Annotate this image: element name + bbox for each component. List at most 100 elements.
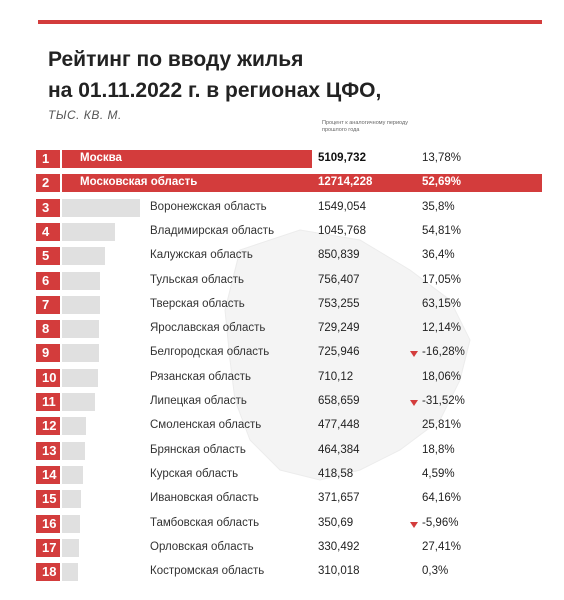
bar xyxy=(62,174,542,193)
rank-badge: 7 xyxy=(36,295,60,314)
rank-badge: 12 xyxy=(36,417,60,436)
bar xyxy=(62,393,96,411)
table-row: 12 Смоленская область 477,448 25,81% xyxy=(0,415,564,439)
rank-badge: 14 xyxy=(36,465,60,484)
data-label-percent: -5,96% xyxy=(422,516,459,529)
rank-badge: 11 xyxy=(36,393,60,411)
percent-column-header: Процент к аналогичному периоду прошлого … xyxy=(322,120,408,133)
data-label-value: 330,492 xyxy=(318,540,360,553)
rank-badge: 16 xyxy=(36,514,60,533)
data-label-percent: 52,69% xyxy=(422,176,462,189)
title-line-2: на 01.11.2022 г. в регионах ЦФО, xyxy=(48,79,382,102)
data-label-percent: -16,28% xyxy=(422,346,465,359)
region-name: Тамбовская область xyxy=(150,516,260,529)
bar xyxy=(62,271,101,290)
table-row: 1 Москва 5109,732 13,78% xyxy=(0,148,564,172)
region-name: Воронежская область xyxy=(150,200,267,213)
rank-badge: 5 xyxy=(36,247,60,266)
chart-subtitle: ТЫС. КВ. М. xyxy=(48,108,122,122)
data-label-percent: -31,52% xyxy=(422,395,465,407)
bar xyxy=(62,222,115,241)
rank-badge: 1 xyxy=(36,150,60,168)
region-name: Тверская область xyxy=(150,297,245,310)
table-row: 14 Курская область 418,58 4,59% xyxy=(0,464,564,488)
region-name: Рязанская область xyxy=(150,370,251,383)
table-row: 2 Московская область 12714,228 52,69% xyxy=(0,172,564,196)
table-row: 15 Ивановская область 371,657 64,16% xyxy=(0,488,564,512)
bar xyxy=(62,344,99,363)
data-label-value: 1549,054 xyxy=(318,200,366,213)
data-label-percent: 27,41% xyxy=(422,540,462,553)
rank-badge: 9 xyxy=(36,344,60,363)
data-label-value: 850,839 xyxy=(318,249,360,262)
table-row: 11 Липецкая область 658,659 -31,52% xyxy=(0,391,564,415)
rank-badge: 3 xyxy=(36,198,60,217)
bar xyxy=(62,295,100,314)
data-label-percent: 4,59% xyxy=(422,467,455,480)
region-name: Костромская область xyxy=(150,565,265,578)
data-label-value: 418,58 xyxy=(318,467,354,480)
rank-badge: 17 xyxy=(36,538,60,557)
data-label-percent: 64,16% xyxy=(422,492,462,505)
table-row: 6 Тульская область 756,407 17,05% xyxy=(0,270,564,294)
data-label-percent: 54,81% xyxy=(422,224,462,237)
rank-badge: 13 xyxy=(36,441,60,460)
data-label-value: 310,018 xyxy=(318,565,360,578)
data-label-value: 658,659 xyxy=(318,395,360,407)
bar xyxy=(62,368,98,387)
data-label-value: 477,448 xyxy=(318,419,360,432)
region-name: Московская область xyxy=(80,176,198,189)
bar xyxy=(62,320,99,339)
data-label-value: 753,255 xyxy=(318,297,360,310)
bar xyxy=(62,198,140,217)
table-row: 3 Воронежская область 1549,054 35,8% xyxy=(0,197,564,221)
table-row: 8 Ярославская область 729,249 12,14% xyxy=(0,318,564,342)
data-label-percent: 18,8% xyxy=(422,443,455,456)
data-label-value: 12714,228 xyxy=(318,176,373,189)
data-label-percent: 17,05% xyxy=(422,273,462,286)
table-row: 7 Тверская область 753,255 63,15% xyxy=(0,294,564,318)
table-row: 4 Владимирская область 1045,768 54,81% xyxy=(0,221,564,245)
chart-title: Рейтинг по вводу жилья на 01.11.2022 г. … xyxy=(48,44,528,106)
bar xyxy=(62,538,79,557)
region-name: Ярославская область xyxy=(150,322,266,335)
region-name: Орловская область xyxy=(150,540,254,553)
region-name: Курская область xyxy=(150,467,239,480)
rank-badge: 2 xyxy=(36,174,60,193)
rank-badge: 8 xyxy=(36,320,60,339)
bar xyxy=(62,490,81,509)
bar xyxy=(62,563,78,582)
data-label-value: 464,384 xyxy=(318,443,360,456)
down-arrow-icon xyxy=(410,351,418,358)
data-label-value: 5109,732 xyxy=(318,152,366,164)
bar xyxy=(62,150,312,168)
region-name: Брянская область xyxy=(150,443,246,456)
title-line-1: Рейтинг по вводу жилья xyxy=(48,48,304,71)
table-row: 18 Костромская область 310,018 0,3% xyxy=(0,561,564,585)
rank-badge: 6 xyxy=(36,271,60,290)
region-name: Тульская область xyxy=(150,273,245,286)
data-label-percent: 25,81% xyxy=(422,419,462,432)
table-row: 10 Рязанская область 710,12 18,06% xyxy=(0,367,564,391)
data-label-percent: 13,78% xyxy=(422,152,462,164)
bar xyxy=(62,441,86,460)
data-label-value: 350,69 xyxy=(318,516,354,529)
bar xyxy=(62,514,80,533)
top-accent-bar xyxy=(38,20,542,24)
bar xyxy=(62,247,105,266)
data-label-value: 729,249 xyxy=(318,322,360,335)
data-label-percent: 12,14% xyxy=(422,322,462,335)
region-name: Смоленская область xyxy=(150,419,262,432)
table-row: 17 Орловская область 330,492 27,41% xyxy=(0,537,564,561)
data-label-value: 1045,768 xyxy=(318,224,366,237)
region-name: Москва xyxy=(80,152,122,164)
region-name: Белгородская область xyxy=(150,346,270,359)
bar xyxy=(62,465,84,484)
data-label-percent: 0,3% xyxy=(422,565,449,578)
bar xyxy=(62,417,87,436)
region-name: Владимирская область xyxy=(150,224,275,237)
table-row: 9 Белгородская область 725,946 -16,28% xyxy=(0,342,564,366)
rank-badge: 10 xyxy=(36,368,60,387)
data-label-percent: 35,8% xyxy=(422,200,455,213)
